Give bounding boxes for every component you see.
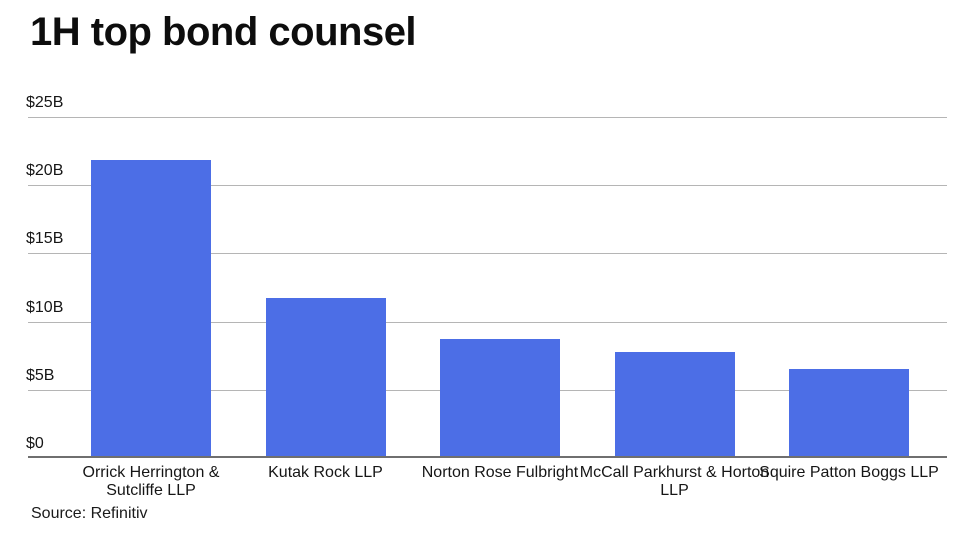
y-axis-tick-label: $5B: [26, 366, 55, 384]
bar-4: [614, 352, 735, 456]
bar-5: [789, 368, 909, 456]
bar-3: [440, 338, 560, 456]
gridline: [28, 117, 947, 118]
chart-title: 1H top bond counsel: [30, 10, 417, 54]
x-axis-category-label: Orrick Herrington & Sutcliffe LLP: [82, 464, 220, 499]
gridline: [28, 185, 947, 187]
bar-1: [91, 160, 211, 456]
source-attribution: Source: Refinitiv: [31, 505, 148, 522]
gridline: [28, 321, 947, 323]
y-axis-tick-label: $0: [26, 435, 44, 452]
plot-area: $0 $5B $10B $15B $20B $25B Orrick Herrington &…: [26, 94, 947, 499]
x-axis-category-label: McCall Parkhurst & Horton LLP: [579, 464, 770, 499]
bar-2: [265, 297, 386, 456]
y-axis-tick-label: $15B: [26, 230, 64, 248]
gridline: [28, 253, 947, 255]
y-axis-tick-label: $10B: [26, 298, 64, 316]
y-axis-tick-label: $25B: [26, 94, 64, 111]
x-axis-category-label: Squire Patton Boggs LLP: [759, 464, 939, 481]
y-axis-tick-label: $20B: [26, 162, 64, 180]
x-axis-category-label: Norton Rose Fulbright: [421, 464, 579, 481]
x-axis-category-label: Kutak Rock LLP: [268, 464, 383, 481]
